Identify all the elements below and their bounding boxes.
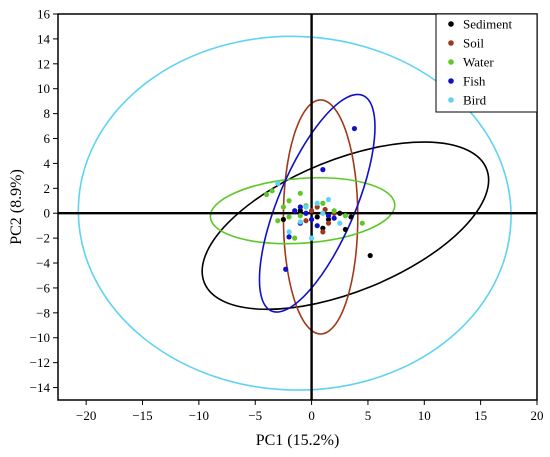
water-point: [286, 214, 292, 220]
water-point: [320, 200, 326, 206]
y-tick-label: 10: [37, 81, 50, 96]
water-point: [359, 220, 365, 226]
sediment-point: [280, 216, 287, 223]
fish-point: [325, 213, 332, 219]
fish-point: [303, 210, 309, 216]
fish-point: [283, 266, 289, 272]
y-tick-label: −10: [30, 330, 50, 345]
legend: Sediment Soil Water Fish Bird: [435, 13, 538, 113]
y-tick-label: −2: [36, 231, 50, 246]
soil-point: [314, 204, 320, 210]
soil-point: [303, 218, 309, 224]
fish-legend-marker: [448, 78, 454, 84]
bird-point: [314, 200, 320, 206]
bird-point: [308, 235, 315, 241]
fish-point: [331, 215, 337, 221]
sediment-point: [320, 225, 326, 231]
bird-point: [320, 210, 326, 216]
sediment-point: [342, 226, 348, 233]
data-points: [263, 125, 373, 272]
water-point: [269, 188, 275, 194]
sediment-point: [297, 208, 303, 214]
x-tick-label: −10: [189, 408, 209, 423]
bird-point: [286, 229, 292, 235]
sediment-legend-marker: [448, 21, 454, 27]
fish-point: [320, 167, 326, 173]
y-axis-label: PC2 (8.9%): [8, 169, 25, 245]
fish-point: [286, 234, 292, 240]
y-tick-label: 14: [37, 31, 51, 46]
x-tick-label: −20: [76, 408, 96, 423]
water-legend-marker: [448, 59, 454, 65]
water-point: [280, 204, 287, 210]
y-tick-label: −6: [36, 280, 50, 295]
water-point: [263, 191, 270, 198]
sediment-point: [325, 216, 332, 223]
bird-point: [275, 180, 281, 186]
x-tick-label: 0: [308, 408, 315, 423]
sediment-point: [314, 214, 320, 220]
y-tick-label: −4: [36, 256, 50, 271]
water-point: [292, 235, 298, 241]
water-point: [297, 190, 303, 196]
soil-point: [308, 208, 315, 214]
y-tick-label: 16: [37, 7, 51, 22]
water-point: [331, 208, 337, 214]
x-tick-label: −15: [132, 408, 152, 423]
bird-point: [337, 220, 343, 226]
water-ellipse: [209, 177, 396, 245]
x-tick-label: 10: [418, 408, 431, 423]
sediment-ellipse: [201, 141, 490, 311]
fish-point: [351, 125, 358, 132]
y-tick-label: −8: [36, 305, 50, 320]
y-tick-label: −14: [30, 380, 51, 395]
water-point: [297, 213, 303, 219]
x-axis-ticks: −20 −15 −10 −5 0 5 10 15 20: [76, 400, 544, 423]
sediment-point: [348, 214, 354, 220]
bird-legend-marker: [448, 97, 454, 103]
y-axis-ticks: −14 −12 −10 −8 −6 −4 −2 0 2 4 6 8 10 12 14 16: [30, 7, 58, 395]
water-point: [342, 213, 348, 219]
soil-point: [325, 220, 332, 226]
soil-point: [322, 206, 328, 213]
bird-point: [297, 219, 303, 225]
y-tick-label: 4: [44, 156, 51, 171]
fish-point: [292, 208, 298, 214]
bird-legend-label: Bird: [463, 93, 487, 108]
water-point: [286, 198, 292, 204]
y-tick-label: 2: [44, 181, 51, 196]
x-tick-label: 15: [474, 408, 487, 423]
x-tick-label: 20: [531, 408, 544, 423]
bird-point: [303, 204, 309, 210]
bird-point: [325, 196, 332, 203]
sediment-legend-label: Sediment: [463, 17, 512, 32]
sediment-point: [367, 252, 373, 259]
x-axis-label: PC1 (15.2%): [256, 432, 340, 449]
y-tick-label: 0: [44, 206, 51, 221]
bird-ellipse: [77, 35, 512, 391]
soil-point: [320, 229, 326, 235]
y-tick-label: 12: [37, 56, 50, 71]
y-tick-label: 8: [44, 106, 51, 121]
soil-legend-marker: [448, 40, 454, 46]
water-legend-label: Water: [463, 55, 494, 70]
plot-frame: [57, 13, 538, 401]
fish-point: [308, 216, 315, 223]
fish-point: [314, 223, 320, 229]
x-tick-label: 5: [365, 408, 372, 423]
y-tick-label: 6: [44, 131, 51, 146]
sediment-point: [337, 210, 343, 216]
water-point: [275, 218, 281, 224]
soil-legend-label: Soil: [463, 36, 484, 51]
fish-legend-label: Fish: [463, 74, 486, 89]
zero-lines: [58, 14, 537, 400]
y-tick-label: −12: [30, 355, 50, 370]
x-tick-label: −5: [248, 408, 262, 423]
fish-point: [297, 204, 303, 210]
